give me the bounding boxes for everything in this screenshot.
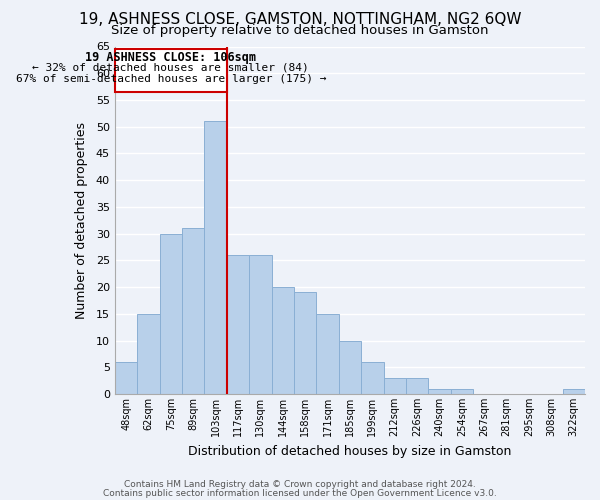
Bar (316, 314, 339, 394)
Bar (249, 255, 272, 394)
Text: ← 32% of detached houses are smaller (84): ← 32% of detached houses are smaller (84… (32, 62, 309, 72)
Bar (294, 292, 316, 394)
Text: Contains public sector information licensed under the Open Government Licence v3: Contains public sector information licen… (103, 489, 497, 498)
FancyBboxPatch shape (115, 49, 227, 92)
Bar (406, 378, 428, 394)
Text: Size of property relative to detached houses in Gamston: Size of property relative to detached ho… (111, 24, 489, 37)
Bar (272, 287, 294, 394)
Bar (182, 228, 205, 394)
Bar (339, 340, 361, 394)
Bar (451, 388, 473, 394)
Bar (205, 122, 227, 394)
Y-axis label: Number of detached properties: Number of detached properties (74, 122, 88, 319)
Bar (383, 378, 406, 394)
Bar (361, 362, 383, 394)
X-axis label: Distribution of detached houses by size in Gamston: Distribution of detached houses by size … (188, 444, 512, 458)
Bar (563, 388, 585, 394)
Bar (428, 388, 451, 394)
Bar (227, 255, 249, 394)
Bar (137, 314, 160, 394)
Text: 19, ASHNESS CLOSE, GAMSTON, NOTTINGHAM, NG2 6QW: 19, ASHNESS CLOSE, GAMSTON, NOTTINGHAM, … (79, 12, 521, 28)
Bar (160, 234, 182, 394)
Bar (115, 362, 137, 394)
Text: 19 ASHNESS CLOSE: 106sqm: 19 ASHNESS CLOSE: 106sqm (85, 51, 256, 64)
Text: Contains HM Land Registry data © Crown copyright and database right 2024.: Contains HM Land Registry data © Crown c… (124, 480, 476, 489)
Text: 67% of semi-detached houses are larger (175) →: 67% of semi-detached houses are larger (… (16, 74, 326, 85)
